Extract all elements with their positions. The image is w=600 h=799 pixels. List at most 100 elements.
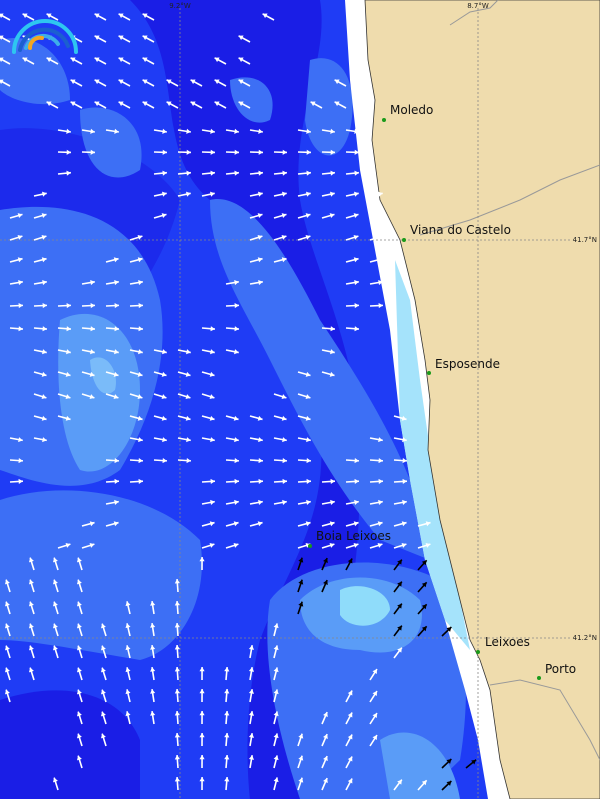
current-arrow-head <box>305 371 311 377</box>
current-arrow-head <box>66 128 71 134</box>
current-arrow-head <box>199 777 205 782</box>
marker-boia-leixoes <box>308 544 312 548</box>
current-arrow-head <box>94 57 100 63</box>
current-arrow-head <box>329 213 335 219</box>
current-arrow-head <box>210 437 215 443</box>
current-arrow-head <box>354 326 359 332</box>
current-arrow-head <box>248 755 254 760</box>
current-arrow-head <box>210 349 215 355</box>
current-arrow-head <box>347 690 353 696</box>
current-arrow-head <box>224 777 230 782</box>
current-arrow-head <box>397 603 402 609</box>
current-arrow-head <box>76 645 82 651</box>
current-arrow-head <box>113 257 119 263</box>
rainbow-arc-logo <box>12 19 78 54</box>
current-arrow-head <box>76 667 82 673</box>
current-arrow-head <box>209 371 215 377</box>
current-arrow-head <box>209 191 215 197</box>
current-arrow-head <box>162 149 167 155</box>
current-arrow-head <box>118 13 124 19</box>
current-arrow-head <box>273 755 279 761</box>
current-arrow-head <box>174 601 180 606</box>
current-arrow-head <box>298 755 304 761</box>
current-arrow-head <box>402 499 407 505</box>
current-arrow-head <box>125 689 131 695</box>
current-arrow-head <box>329 542 335 548</box>
current-arrow-head <box>42 349 47 355</box>
current-arrow-head <box>4 623 10 629</box>
current-arrow-head <box>28 667 34 673</box>
current-arrow-head <box>174 645 180 650</box>
current-arrow-head <box>150 667 156 672</box>
current-arrow-head <box>137 257 143 263</box>
current-arrow-head <box>137 234 143 240</box>
current-arrow-head <box>28 601 34 607</box>
current-arrow-head <box>186 128 191 134</box>
current-arrow-head <box>353 213 359 219</box>
current-arrow-head <box>186 458 191 464</box>
current-arrow-head <box>17 234 23 240</box>
current-arrow-head <box>118 35 124 41</box>
current-arrow-head <box>150 601 156 606</box>
current-arrow-head <box>273 733 279 739</box>
current-arrow-head <box>305 191 311 197</box>
current-arrow-head <box>89 371 95 377</box>
current-arrow-head <box>209 542 215 548</box>
current-arrow-head <box>402 458 407 464</box>
current-arrow-head <box>4 601 10 607</box>
current-arrow-head <box>257 415 263 421</box>
current-arrow-head <box>0 79 4 85</box>
current-arrow-head <box>94 35 100 41</box>
current-arrow-head <box>421 582 427 588</box>
current-arrow-head <box>28 645 34 651</box>
current-arrow-head <box>323 712 328 718</box>
current-arrow-head <box>118 79 124 85</box>
current-arrow-head <box>258 170 263 176</box>
current-arrow-head <box>421 626 427 632</box>
current-arrow-head <box>354 478 359 485</box>
current-arrow-head <box>22 13 28 19</box>
current-arrow-head <box>234 478 239 485</box>
current-arrow-head <box>421 780 427 786</box>
current-arrow-head <box>114 326 119 332</box>
current-arrow-head <box>113 371 119 377</box>
current-arrow-head <box>94 101 100 107</box>
current-arrow-head <box>273 623 279 629</box>
current-arrow-head <box>90 349 95 355</box>
current-arrow-head <box>142 79 148 85</box>
marker-leixoes <box>476 650 480 654</box>
current-arrow-head <box>298 733 304 739</box>
current-arrow-head <box>174 623 180 628</box>
current-arrow-head <box>18 303 23 309</box>
current-arrow-head <box>282 499 287 505</box>
lon-label-right: 8.7°W <box>467 2 489 10</box>
current-arrow-head <box>125 601 131 607</box>
current-arrow-head <box>234 170 239 176</box>
current-arrow-head <box>378 279 383 286</box>
current-arrow-head <box>378 478 383 485</box>
current-arrow-head <box>258 128 263 134</box>
current-arrow-head <box>347 558 353 564</box>
current-arrow-head <box>446 759 452 764</box>
current-arrow-head <box>281 234 287 240</box>
lon-label-left: 9.2°W <box>169 2 191 10</box>
graticule <box>0 8 570 799</box>
current-arrow-head <box>214 101 220 107</box>
current-arrow-head <box>377 542 383 548</box>
current-arrow-head <box>0 35 4 41</box>
current-arrow-head <box>354 128 359 134</box>
current-arrow-head <box>174 733 180 738</box>
current-arrow-head <box>52 645 58 651</box>
current-arrow-head <box>273 689 279 695</box>
current-arrow-head <box>224 733 230 738</box>
current-arrow-head <box>142 13 148 19</box>
current-arrow-head <box>354 303 359 309</box>
current-arrow-head <box>113 394 119 400</box>
current-arrow-head <box>234 149 239 155</box>
current-arrow-head <box>334 101 340 107</box>
current-arrow-head <box>347 712 353 718</box>
current-arrow-head <box>323 734 328 740</box>
current-arrow-head <box>397 625 402 631</box>
current-arrow-head <box>257 213 263 219</box>
